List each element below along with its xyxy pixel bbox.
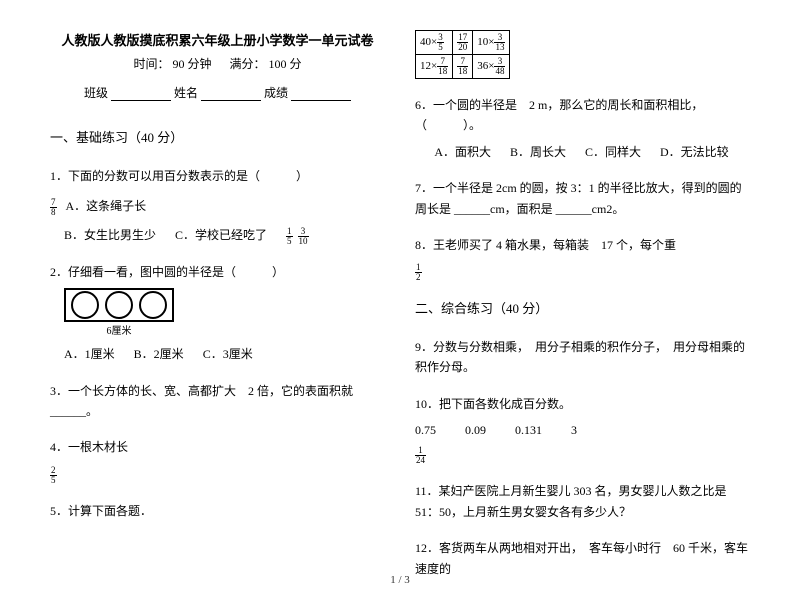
table-row: 40×35 1720 10×313 — [416, 31, 510, 55]
q6-option-c: C．同样大 — [585, 142, 641, 162]
page-number: 1 / 3 — [0, 574, 800, 586]
q6-option-b: B．周长大 — [510, 142, 566, 162]
q2-stem: 2．仔细看一看，图中圆的半径是（ ） — [50, 262, 385, 282]
exam-meta: 时间： 90 分钟 满分： 100 分 — [50, 55, 385, 72]
q4-frac: 25 — [50, 466, 57, 485]
name-input[interactable] — [201, 87, 261, 101]
table-row: 12×718 718 36×348 — [416, 55, 510, 79]
circle-2 — [105, 291, 133, 319]
section-2-heading: 二、综合练习（40 分） — [415, 298, 750, 317]
grade-input[interactable] — [291, 87, 351, 101]
q10-v2: 0.09 — [465, 420, 486, 440]
circle-3 — [139, 291, 167, 319]
question-6: 6．一个圆的半径是 2 m，那么它的周长和面积相比，（ ）。 A．面积大 B．周… — [415, 95, 750, 162]
table-cell: 40×35 — [416, 31, 453, 55]
q8-stem: 8．王老师买了 4 箱水果，每箱装 17 个，每个重 — [415, 235, 750, 255]
question-8: 8．王老师买了 4 箱水果，每箱装 17 个，每个重 12 — [415, 235, 750, 282]
table-cell: 718 — [453, 55, 473, 79]
question-5: 5．计算下面各题． — [50, 501, 385, 521]
score-label: 满分： — [230, 57, 266, 71]
q1-frac-b: 15 — [286, 227, 293, 246]
q10-frac: 124 — [415, 446, 426, 465]
table-cell: 12×718 — [416, 55, 453, 79]
question-12: 12．客货两车从两地相对开出， 客车每小时行 60 千米，客车速度的 — [415, 538, 750, 579]
question-4: 4．一根木材长 25 — [50, 437, 385, 484]
question-1: 1．下面的分数可以用百分数表示的是（ ） 78 A．这条绳子长 B．女生比男生少… — [50, 166, 385, 246]
q1-option-b: B．女生比男生少 — [64, 225, 156, 245]
question-2: 2．仔细看一看，图中圆的半径是（ ） 6厘米 A．1厘米 B．2厘米 C．3厘米 — [50, 262, 385, 365]
section-1-heading: 一、基础练习（40 分） — [50, 127, 385, 146]
q1-option-a: A．这条绳子长 — [66, 196, 147, 216]
class-input[interactable] — [111, 87, 171, 101]
q1-option-c: C．学校已经吃了 — [175, 225, 267, 245]
time-value: 90 分钟 — [172, 57, 211, 71]
table-cell: 1720 — [453, 31, 473, 55]
ruler-shape — [64, 288, 174, 322]
q10-v1: 0.75 — [415, 420, 436, 440]
table-cell: 10×313 — [473, 31, 510, 55]
q6-option-d: D．无法比较 — [660, 142, 729, 162]
q1-frac-c: 310 — [298, 227, 309, 246]
q2-option-b: B．2厘米 — [134, 344, 184, 364]
q2-option-a: A．1厘米 — [64, 344, 115, 364]
score-value: 100 分 — [269, 57, 302, 71]
ruler-label: 6厘米 — [64, 323, 174, 340]
question-9: 9．分数与分数相乘， 用分子相乘的积作分子， 用分母相乘的积作分母。 — [415, 337, 750, 378]
question-3: 3．一个长方体的长、宽、高都扩大 2 倍，它的表面积就 ______。 — [50, 381, 385, 422]
q6-stem: 6．一个圆的半径是 2 m，那么它的周长和面积相比，（ ）。 — [415, 95, 750, 136]
time-label: 时间： — [133, 57, 169, 71]
exam-title: 人教版人教版摸底积累六年级上册小学数学一单元试卷 — [50, 30, 385, 49]
q10-v3: 0.131 — [515, 420, 542, 440]
question-11: 11．某妇产医院上月新生婴儿 303 名，男女婴儿人数之比是51：50，上月新生… — [415, 481, 750, 522]
name-label: 姓名 — [174, 86, 198, 100]
q4-stem: 4．一根木材长 — [50, 437, 385, 457]
q2-option-c: C．3厘米 — [203, 344, 253, 364]
question-10: 10．把下面各数化成百分数。 0.75 0.09 0.131 3 124 — [415, 394, 750, 466]
calc-table: 40×35 1720 10×313 12×718 718 36×348 — [415, 30, 510, 79]
question-7: 7．一个半径是 2cm 的圆，按 3：1 的半径比放大，得到的圆的周长是 ___… — [415, 178, 750, 219]
class-label: 班级 — [84, 86, 108, 100]
student-info-row: 班级 姓名 成绩 — [50, 84, 385, 101]
circle-1 — [71, 291, 99, 319]
q2-figure: 6厘米 — [64, 288, 385, 340]
q10-v4: 3 — [571, 420, 577, 440]
grade-label: 成绩 — [264, 86, 288, 100]
q10-stem: 10．把下面各数化成百分数。 — [415, 394, 750, 414]
q8-frac: 12 — [415, 263, 422, 282]
q1-stem: 1．下面的分数可以用百分数表示的是（ ） — [50, 166, 385, 186]
q6-option-a: A．面积大 — [434, 142, 491, 162]
q1-frac-a: 78 — [50, 198, 57, 217]
table-cell: 36×348 — [473, 55, 510, 79]
